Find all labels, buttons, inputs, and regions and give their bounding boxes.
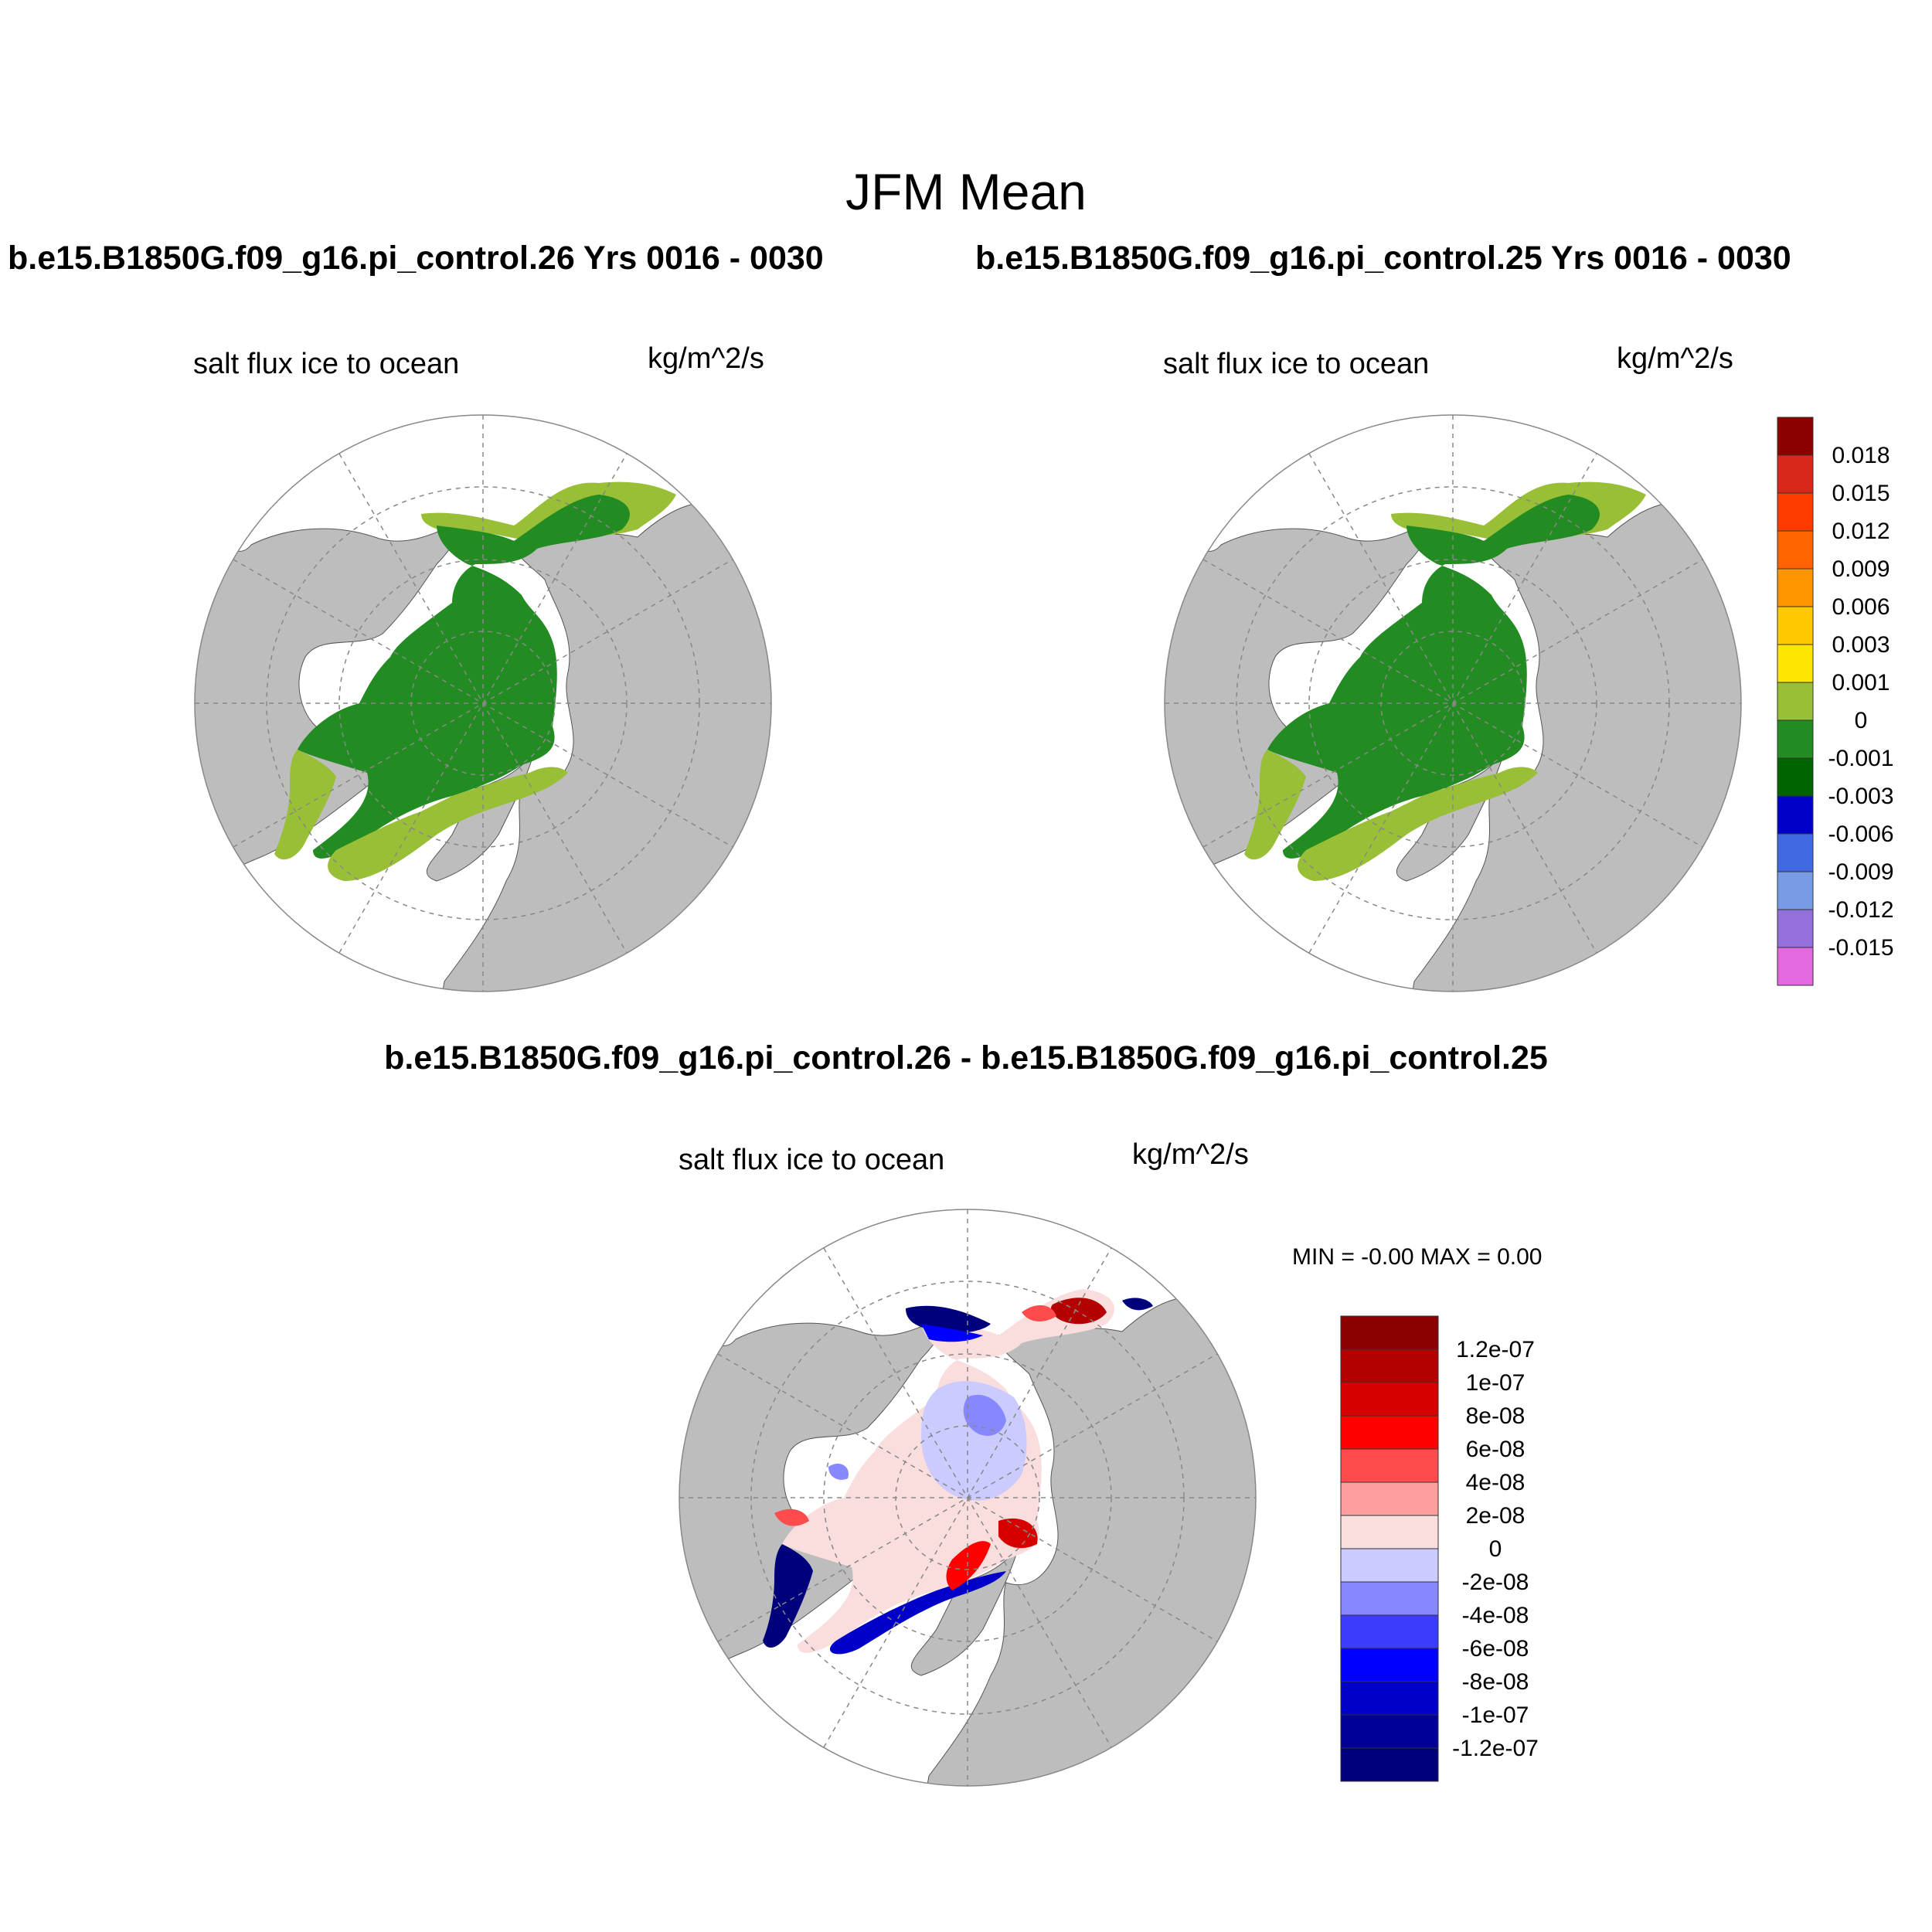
colorbar-swatch xyxy=(1777,606,1814,645)
figure-title: JFM Mean xyxy=(845,163,1087,220)
colorbar-label: -6e-08 xyxy=(1462,1636,1529,1662)
diff-units-label: kg/m^2/s xyxy=(1132,1138,1249,1171)
colorbar-swatch xyxy=(1340,1548,1439,1583)
colorbar-label: 2e-08 xyxy=(1466,1503,1526,1529)
difference-title: b.e15.B1850G.f09_g16.pi_control.26 - b.e… xyxy=(384,1039,1548,1077)
diff-variable-label: salt flux ice to ocean xyxy=(679,1144,945,1176)
colorbar-swatch xyxy=(1777,909,1814,948)
colorbar-label: 0.009 xyxy=(1832,556,1889,582)
colorbar-label: -0.001 xyxy=(1828,746,1893,771)
colorbar-swatch xyxy=(1777,682,1814,721)
colorbar-label: 0.018 xyxy=(1832,443,1889,468)
colorbar-label: 0.015 xyxy=(1832,481,1889,506)
colorbar-label: -4e-08 xyxy=(1462,1603,1529,1628)
colorbar-swatch xyxy=(1340,1415,1439,1450)
colorbar-label: 0.012 xyxy=(1832,519,1889,544)
colorbar-swatch xyxy=(1340,1614,1439,1649)
colorbar-swatch xyxy=(1340,1581,1439,1616)
right-units-label: kg/m^2/s xyxy=(1617,342,1733,375)
colorbar-swatch xyxy=(1777,644,1814,683)
colorbar-label: 1e-07 xyxy=(1466,1370,1526,1396)
colorbar-swatch xyxy=(1777,530,1814,570)
colorbar-label: 0.003 xyxy=(1832,632,1889,658)
colorbar-label: 8e-08 xyxy=(1466,1403,1526,1429)
left-units-label: kg/m^2/s xyxy=(648,342,764,375)
colorbar-label: 4e-08 xyxy=(1466,1470,1526,1495)
colorbar-swatch xyxy=(1340,1315,1439,1350)
colorbar-label: 1.2e-07 xyxy=(1456,1337,1535,1362)
right-case-title: b.e15.B1850G.f09_g16.pi_control.25 Yrs 0… xyxy=(975,240,1791,277)
colorbar-label: -8e-08 xyxy=(1462,1669,1529,1695)
colorbar-swatch xyxy=(1340,1349,1439,1383)
colorbar-swatch xyxy=(1340,1481,1439,1516)
colorbar-swatch xyxy=(1777,492,1814,532)
colorbar-label: -0.012 xyxy=(1828,897,1893,923)
colorbar-swatch xyxy=(1777,568,1814,607)
colorbar-swatch xyxy=(1340,1448,1439,1483)
colorbar-swatch xyxy=(1340,1714,1439,1749)
colorbar-swatch xyxy=(1777,947,1814,986)
colorbar-label: -0.003 xyxy=(1828,784,1893,809)
colorbar-label: -1e-07 xyxy=(1462,1702,1529,1728)
left-variable-label: salt flux ice to ocean xyxy=(193,348,460,380)
right-variable-label: salt flux ice to ocean xyxy=(1163,348,1430,380)
colorbar-swatch xyxy=(1340,1747,1439,1782)
colorbar-label: 0 xyxy=(1855,708,1868,733)
colorbar-swatch xyxy=(1340,1515,1439,1549)
colorbar-label: -0.006 xyxy=(1828,821,1893,847)
colorbar-label: 6e-08 xyxy=(1466,1437,1526,1462)
left-case-title: b.e15.B1850G.f09_g16.pi_control.26 Yrs 0… xyxy=(8,240,824,277)
right-map xyxy=(1164,414,1742,992)
colorbar-swatch xyxy=(1777,417,1814,456)
colorbar-label: 0.001 xyxy=(1832,670,1889,696)
colorbar-swatch xyxy=(1777,454,1814,494)
colorbar-swatch xyxy=(1777,871,1814,910)
colorbar-label: 0.006 xyxy=(1832,594,1889,620)
colorbar-swatch xyxy=(1777,719,1814,759)
colorbar-label: -0.009 xyxy=(1828,859,1893,885)
left-map xyxy=(194,414,772,992)
colorbar-swatch xyxy=(1340,1681,1439,1716)
colorbar-swatch xyxy=(1777,757,1814,797)
absolute-colorbar: 0.018 0.015 0.012 0.009 0.006 0.003 0.001 0 -0.0… xyxy=(1777,417,1894,986)
colorbar-label: 0 xyxy=(1489,1536,1502,1562)
colorbar-label: -0.015 xyxy=(1828,935,1893,961)
colorbar-label: -1.2e-07 xyxy=(1452,1736,1539,1761)
difference-map xyxy=(679,1209,1257,1787)
colorbar-swatch xyxy=(1777,833,1814,872)
colorbar-label: -2e-08 xyxy=(1462,1570,1529,1595)
colorbar-swatch xyxy=(1340,1382,1439,1417)
diff-minmax-text: MIN = -0.00 MAX = 0.00 xyxy=(1292,1244,1543,1270)
colorbar-swatch xyxy=(1340,1648,1439,1682)
colorbar-swatch xyxy=(1777,795,1814,835)
difference-colorbar: 1.2e-07 1e-07 8e-08 6e-08 4e-08 2e-08 0 -2e-08 -… xyxy=(1340,1315,1539,1782)
